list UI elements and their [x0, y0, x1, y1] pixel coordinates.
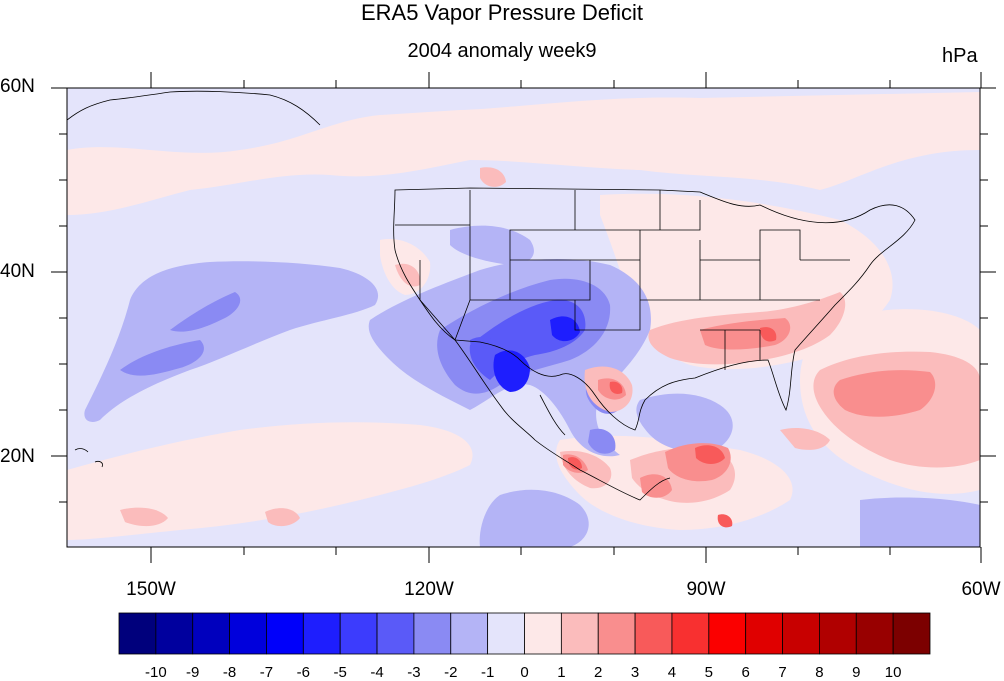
colorbar-tick-label: 9	[852, 664, 861, 681]
colorbar-swatch	[560, 612, 599, 655]
colorbar-tick-label: -10	[145, 664, 167, 681]
colorbar-swatch	[302, 612, 341, 655]
colorbar-swatch	[266, 612, 304, 655]
colorbar-tick-label: -9	[186, 664, 200, 681]
colorbar-tick-label: -4	[370, 664, 384, 681]
colorbar-tick-label: 2	[594, 664, 603, 681]
colorbar-tick-label: 8	[815, 664, 824, 681]
vpd-anomaly-map	[51, 72, 996, 563]
colorbar-tick-label: 6	[741, 664, 750, 681]
colorbar-swatch	[487, 612, 525, 655]
colorbar-swatch	[671, 612, 710, 655]
colorbar-swatch	[376, 612, 415, 655]
colorbar-tick-label: -6	[296, 664, 310, 681]
colorbar-tick-label: -7	[259, 664, 274, 681]
colorbar-swatch	[634, 612, 673, 655]
lat-label-40n: 40N	[0, 261, 35, 282]
colorbar-tick-label: 3	[630, 664, 640, 681]
colorbar-swatch	[339, 612, 378, 655]
colorbar-swatch	[892, 612, 931, 655]
colorbar-swatch	[708, 612, 747, 655]
colorbar-tick-label: -1	[480, 664, 495, 681]
units-label: hPa	[942, 45, 978, 67]
lon-label-60w: 60W	[961, 579, 1001, 600]
colorbar-tick-label: 5	[704, 664, 713, 681]
map-title: ERA5 Vapor Pressure Deficit	[360, 0, 644, 25]
colorbar-swatch	[192, 612, 230, 655]
anomaly-3-to-5-regions	[568, 327, 777, 528]
land-border-lines	[67, 90, 916, 501]
colorbar-swatch	[229, 612, 267, 655]
colorbar-swatch	[450, 612, 489, 655]
colorbar-swatch	[155, 612, 194, 655]
colorbar-tick-label: -2	[444, 664, 458, 681]
colorbar-tick-label: 7	[778, 664, 787, 681]
colorbar-swatch	[782, 612, 820, 655]
colorbar-tick-label: 4	[667, 664, 677, 681]
colorbar-swatch	[118, 612, 157, 655]
colorbar-tick-label: 10	[884, 664, 902, 681]
colorbar-tick-label: -8	[222, 664, 237, 681]
lat-label-20n: 20N	[0, 446, 35, 467]
lat-label-60n: 60N	[0, 76, 35, 97]
map-subtitle: 2004 anomaly week9	[407, 40, 597, 62]
map-frame	[51, 72, 996, 563]
colorbar-swatch	[597, 612, 636, 655]
lon-label-150w: 150W	[126, 579, 176, 600]
anomaly-2-to-3-regions	[563, 318, 936, 498]
colorbar-swatch	[819, 612, 857, 655]
colorbar-swatch	[855, 612, 894, 655]
colorbar-tick-label: -3	[407, 664, 421, 681]
colorbar-swatch	[413, 612, 452, 655]
colorbar-tick-label: 0	[520, 664, 529, 681]
colorbar-swatch	[745, 612, 783, 655]
colorbar-swatch	[524, 612, 562, 655]
lon-label-90w: 90W	[686, 579, 726, 600]
colorbar-tick-label: -5	[333, 664, 347, 681]
lon-label-120w: 120W	[404, 579, 454, 600]
colorbar-tick-label: 1	[557, 664, 566, 681]
